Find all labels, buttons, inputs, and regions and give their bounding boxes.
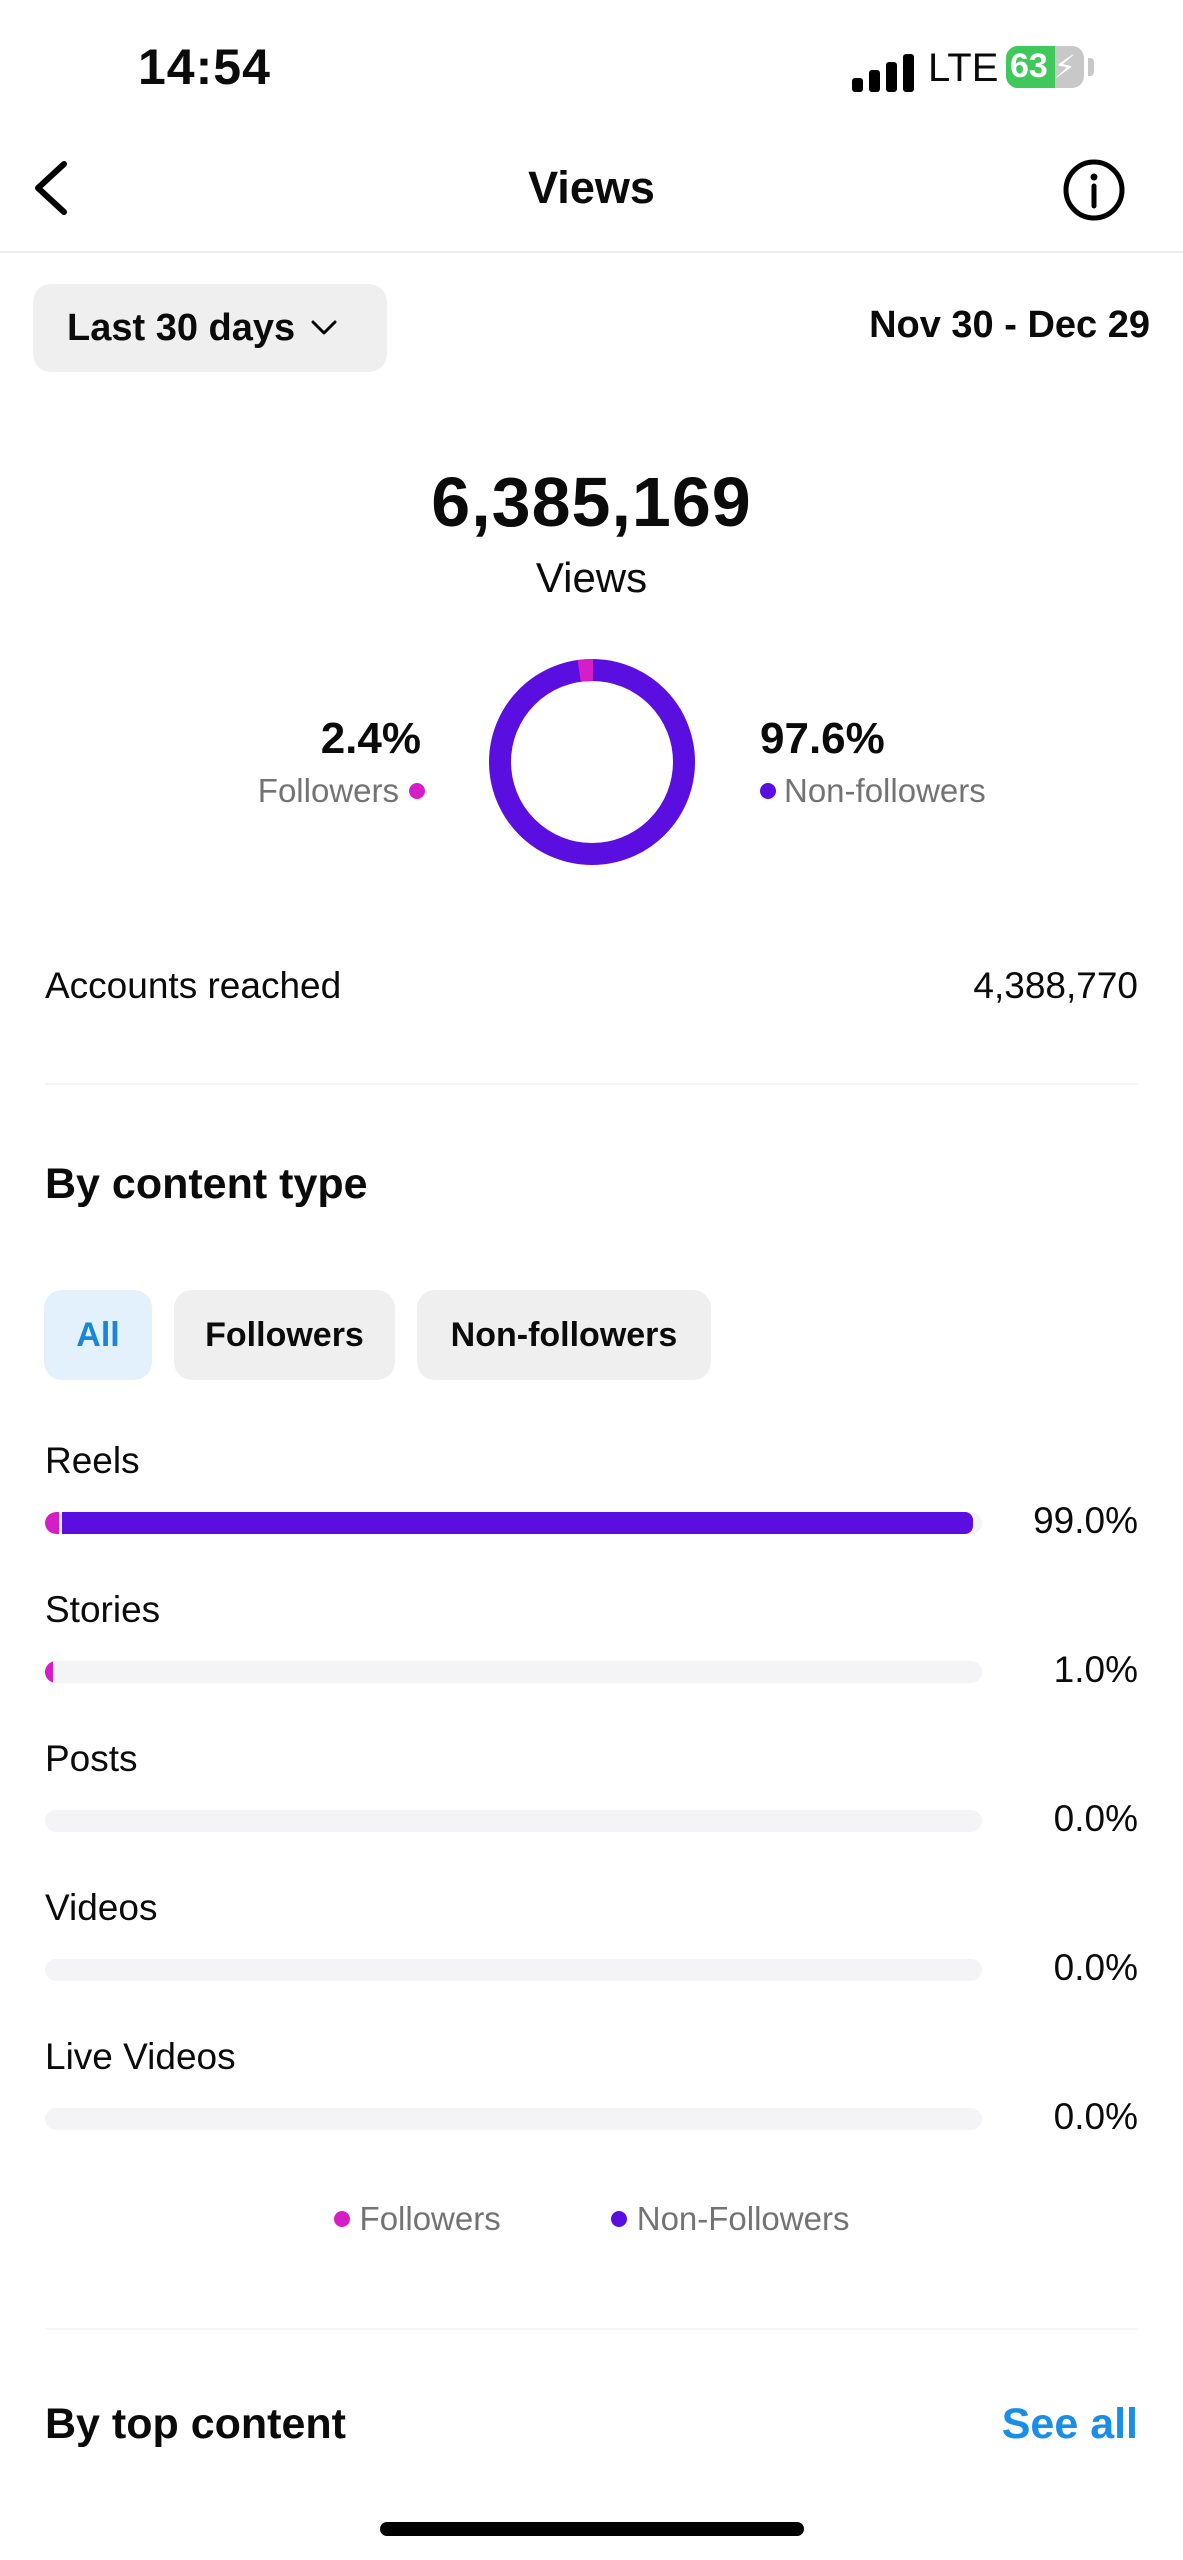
top-content-title: By top content (45, 2400, 346, 2448)
bar-followers-segment (45, 1661, 53, 1683)
total-views-value: 6,385,169 (431, 463, 752, 541)
content-type-label-stories: Stories (45, 1589, 161, 1630)
content-type-bar-track (45, 1512, 982, 1534)
info-circle-icon[interactable] (1062, 158, 1126, 222)
content-type-legend: Followers Non-Followers (0, 2200, 1183, 2238)
filter-chip-all[interactable]: All (44, 1290, 152, 1380)
total-views-label: Views (535, 554, 648, 601)
content-type-title: By content type (45, 1160, 368, 1208)
date-range-text: Nov 30 - Dec 29 (869, 304, 1150, 346)
content-type-label-posts: Posts (45, 1738, 138, 1779)
content-type-filters: All Followers Non-followers (44, 1290, 711, 1380)
battery-level: 63 (1010, 47, 1048, 85)
followers-legend-label: Followers (257, 772, 399, 809)
chevron-down-icon (311, 320, 337, 335)
bar-non-followers-segment (61, 1512, 973, 1534)
legend-item-followers: Followers (333, 2200, 501, 2238)
filter-chip-non-followers[interactable]: Non-followers (417, 1290, 711, 1380)
followers-dot-icon (333, 2211, 350, 2227)
content-type-label-videos: Videos (45, 1887, 158, 1928)
battery-tip (1088, 58, 1094, 76)
battery-icon: 63 ⚡ (1006, 46, 1084, 88)
content-type-bar-track (45, 2108, 982, 2130)
filter-chip-followers[interactable]: Followers (174, 1290, 395, 1380)
content-type-label-reels: Reels (45, 1440, 140, 1481)
see-all-link[interactable]: See all (1001, 2400, 1138, 2448)
legend-item-non-followers: Non-Followers (610, 2200, 850, 2238)
non-followers-dot-icon (760, 783, 776, 799)
content-type-percentage: 0.0% (1053, 2096, 1138, 2137)
page-title: Views (528, 162, 655, 213)
date-range-dropdown[interactable]: Last 30 days (33, 284, 387, 372)
content-type-bar-track (45, 1661, 982, 1683)
followers-legend: Followers (258, 772, 425, 810)
section-divider (45, 2328, 1138, 2330)
header-divider (0, 251, 1183, 253)
home-indicator[interactable] (380, 2522, 804, 2536)
legend-followers-label: Followers (359, 2200, 501, 2237)
non-followers-legend-label: Non-followers (784, 772, 986, 809)
section-divider (45, 1083, 1138, 1085)
signal-icon (852, 52, 914, 92)
charging-bolt-icon: ⚡ (1053, 49, 1076, 85)
views-donut-chart (489, 659, 695, 865)
network-type: LTE (928, 46, 999, 90)
content-type-label-live-videos: Live Videos (45, 2036, 236, 2077)
content-type-bar-track (45, 1810, 982, 1832)
legend-non-followers-label: Non-Followers (636, 2200, 850, 2237)
non-followers-dot-icon (610, 2211, 627, 2227)
content-type-percentage: 0.0% (1053, 1798, 1138, 1839)
followers-dot-icon (409, 783, 425, 799)
chevron-left-icon[interactable] (28, 158, 78, 218)
accounts-reached-value: 4,388,770 (973, 965, 1138, 1006)
bar-followers-segment (45, 1512, 59, 1534)
followers-percentage: 2.4% (320, 714, 421, 763)
status-time: 14:54 (138, 39, 271, 95)
non-followers-percentage: 97.6% (760, 714, 885, 763)
date-range-dropdown-label: Last 30 days (67, 306, 296, 349)
content-type-bar-track (45, 1959, 982, 1981)
donut-non-followers-ring (489, 659, 695, 865)
content-type-percentage: 1.0% (1053, 1649, 1138, 1690)
content-type-percentage: 0.0% (1053, 1947, 1138, 1988)
content-type-percentage: 99.0% (1033, 1500, 1138, 1541)
non-followers-legend: Non-followers (760, 772, 986, 810)
accounts-reached-label: Accounts reached (45, 965, 342, 1006)
